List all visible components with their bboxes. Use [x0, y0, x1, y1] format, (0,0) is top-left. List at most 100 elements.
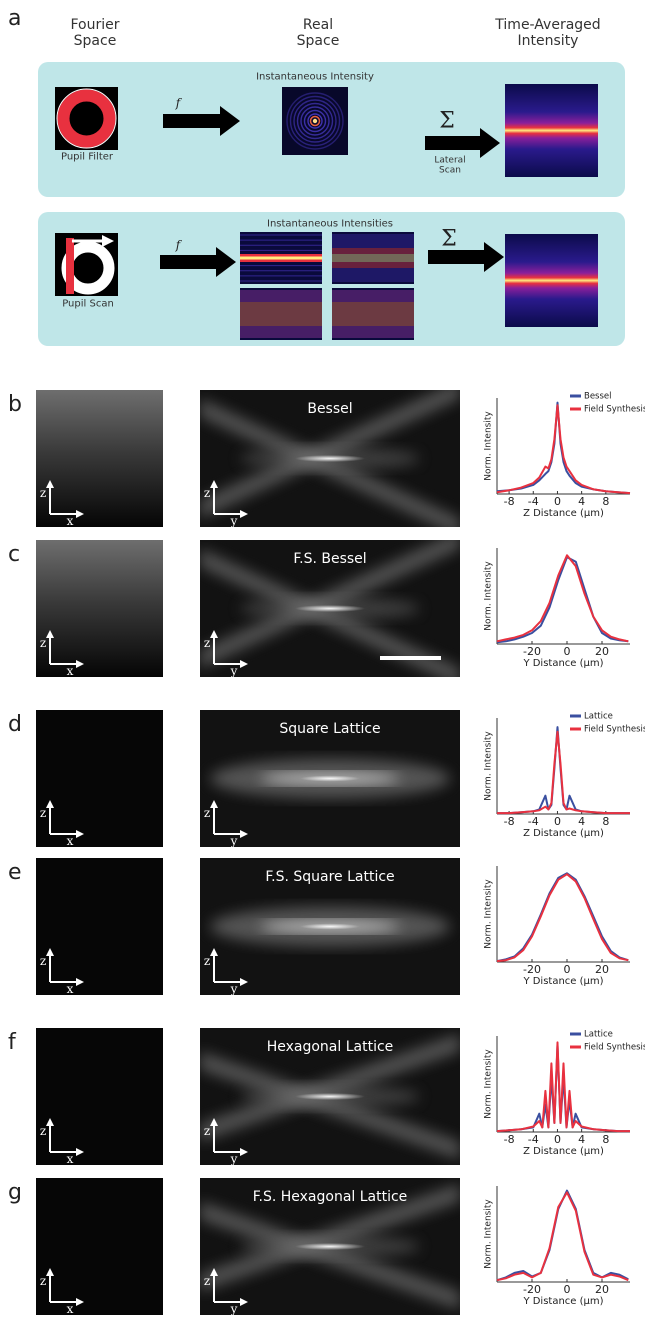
panel-label: b — [8, 392, 22, 417]
image-title: F.S. Square Lattice — [265, 868, 395, 885]
axis-arrow-head — [240, 830, 248, 838]
image-bg — [36, 390, 163, 527]
axis-label: x — [66, 982, 74, 997]
scan-bar — [66, 238, 74, 294]
real-space-image — [200, 710, 460, 847]
axis-arrow-head — [76, 1298, 84, 1306]
x-tick-label: 4 — [578, 815, 585, 828]
axis-label: z — [203, 1124, 211, 1139]
fourier-image — [36, 858, 163, 995]
y-axis-label: Norm. Intensity — [484, 1049, 494, 1119]
real-space-image — [200, 858, 460, 995]
y-axis-label: Norm. Intensity — [484, 561, 494, 631]
tile — [240, 288, 322, 340]
panel-label: d — [8, 712, 22, 737]
axis-arrow-head — [46, 1118, 54, 1126]
x-tick-label: 0 — [564, 963, 571, 976]
instantaneous-tiles — [240, 232, 414, 340]
image-caption: Pupil Scan — [62, 298, 114, 310]
y-axis-label: Norm. Intensity — [484, 411, 494, 481]
axis-label: y — [230, 834, 238, 849]
axis-label: z — [39, 806, 47, 821]
axis-arrow-head — [210, 1268, 218, 1276]
image-caption: Pupil Filter — [60, 151, 114, 163]
x-tick-label: -4 — [528, 815, 539, 828]
axis-label: z — [203, 636, 211, 651]
axis-arrow-head — [240, 1298, 248, 1306]
axis-label: z — [39, 1124, 47, 1139]
image-title: Hexagonal Lattice — [266, 1038, 394, 1055]
x-tick-label: -4 — [528, 495, 539, 508]
axis-arrow-head — [46, 1268, 54, 1276]
x-axis-label: Y Distance (μm) — [522, 976, 603, 987]
panels — [36, 390, 460, 1315]
real-space-image — [200, 1178, 460, 1315]
y-axis-label: Norm. Intensity — [484, 1199, 494, 1269]
x-tick-label: -20 — [523, 645, 541, 658]
tile — [332, 288, 414, 340]
image-bg — [36, 858, 163, 995]
arrow — [428, 242, 504, 272]
core — [295, 1243, 365, 1250]
series-line — [496, 1044, 630, 1133]
x-tick-label: 0 — [564, 645, 571, 658]
x-tick-label: 8 — [602, 1133, 609, 1146]
axis-label: y — [230, 982, 238, 997]
series-line — [496, 554, 629, 643]
axis-arrow-head — [240, 510, 248, 518]
axis-arrow-head — [76, 510, 84, 518]
core — [295, 1093, 365, 1100]
x-tick-label: 4 — [578, 1133, 585, 1146]
axis-label: x — [66, 664, 74, 679]
time-averaged-image — [505, 84, 598, 177]
series-line — [496, 401, 631, 495]
axis-label: y — [230, 1302, 238, 1317]
panel-label: g — [8, 1180, 22, 1205]
pupil-ring-edge — [56, 88, 117, 149]
ring — [309, 115, 321, 127]
ring — [289, 95, 341, 147]
axis-label: x — [66, 1302, 74, 1317]
real-space-image — [200, 390, 460, 527]
x-tick-label: 20 — [595, 645, 609, 658]
axis-label: z — [39, 636, 47, 651]
x-tick-label: 4 — [578, 495, 585, 508]
arrow — [425, 128, 500, 158]
axis-arrow-head — [76, 978, 84, 986]
image-title: Square Lattice — [279, 720, 381, 737]
x-tick-label: 8 — [602, 495, 609, 508]
image-title: Bessel — [307, 400, 353, 417]
column-header: Time-Averaged Intensity — [495, 16, 601, 49]
image-title: F.S. Hexagonal Lattice — [252, 1188, 408, 1205]
image-title: F.S. Bessel — [293, 550, 367, 567]
y-axis-label: Norm. Intensity — [484, 879, 494, 949]
series-line — [496, 1189, 629, 1282]
axis-arrow-head — [210, 480, 218, 488]
pupil-ring — [57, 89, 116, 148]
arrow-label: f — [175, 238, 181, 253]
axis-label: x — [66, 1152, 74, 1167]
x-axis-label: Z Distance (μm) — [523, 828, 604, 839]
axis-label: z — [39, 1274, 47, 1289]
series-line — [496, 556, 629, 644]
axis-label: x — [66, 514, 74, 529]
x-tick-label: -8 — [504, 1133, 515, 1146]
fourier-image — [36, 710, 163, 847]
fourier-image — [36, 1028, 163, 1165]
column-header: Real Space — [296, 16, 340, 49]
x-axis-label: Y Distance (μm) — [522, 1296, 603, 1307]
row-box — [38, 212, 625, 346]
axis-arrow-head — [240, 978, 248, 986]
legend-label: Field Synthesis — [584, 1043, 645, 1053]
axis-arrow-head — [210, 948, 218, 956]
arrow-label: f — [175, 96, 181, 111]
arrows — [160, 106, 504, 277]
axis-label: z — [39, 954, 47, 969]
panel-label: f — [8, 1030, 16, 1055]
x-tick-label: -20 — [523, 963, 541, 976]
axis-arrow-head — [76, 1148, 84, 1156]
sum-symbol: Σ — [441, 226, 457, 252]
axis-label: y — [230, 664, 238, 679]
fourier-image — [36, 1178, 163, 1315]
